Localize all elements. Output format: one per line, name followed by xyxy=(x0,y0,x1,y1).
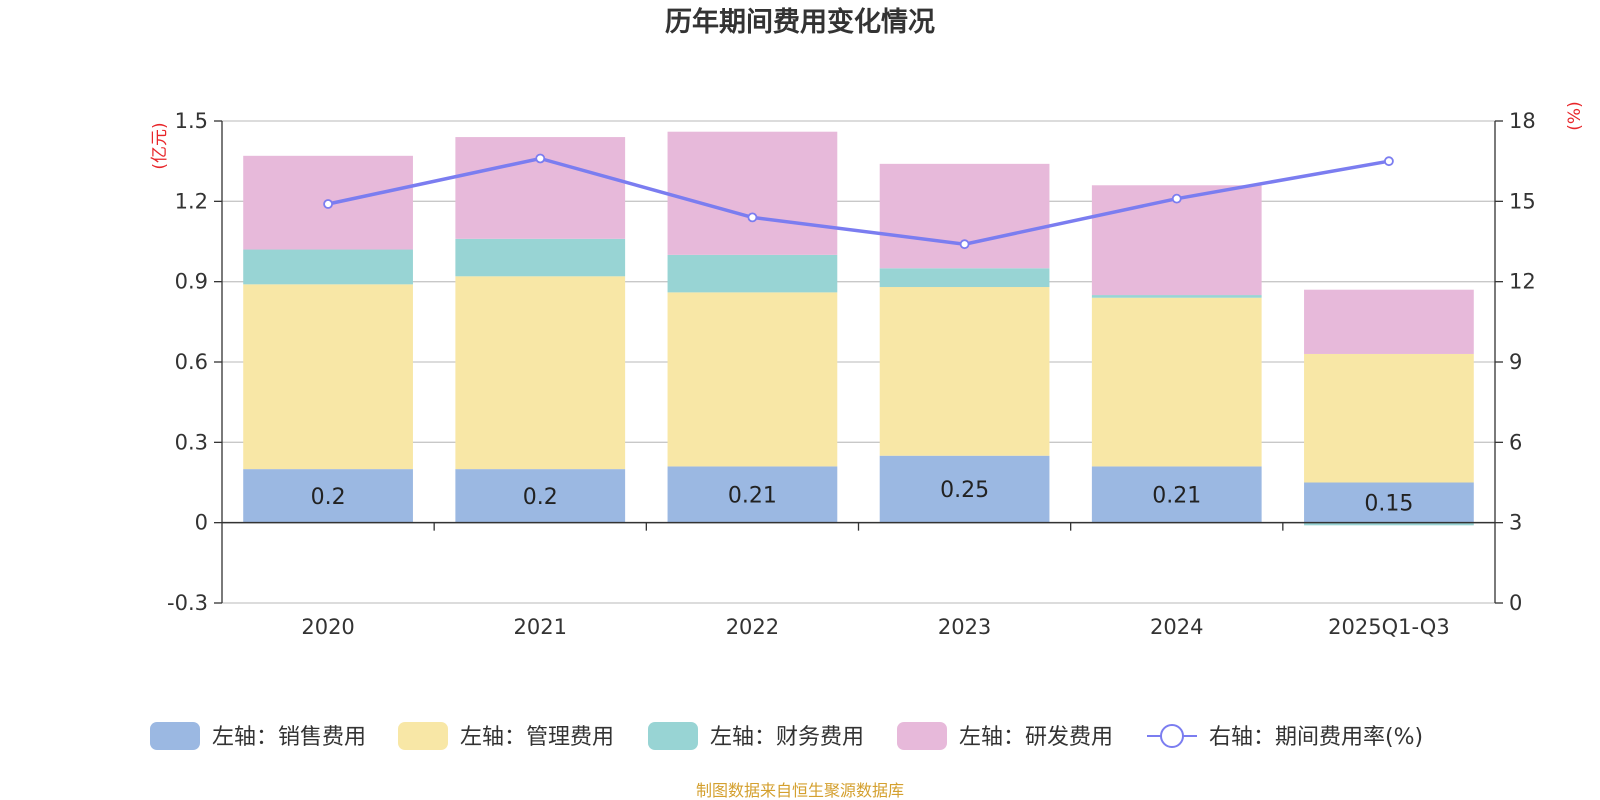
bar-3-2025Q1-Q3 xyxy=(1304,522,1474,526)
category-label: 2021 xyxy=(514,615,567,639)
bar-3-2022 xyxy=(667,254,838,293)
axes: -0.3 0 0.3 0.6 0.9 1.2 1.5 0 3 6 9 12 15 18 2020 2021 20… xyxy=(167,109,1536,639)
rate-point-2023 xyxy=(959,239,970,250)
legend-label-3: 左轴：财务费用 xyxy=(710,725,864,750)
bar-4-2021 xyxy=(455,137,626,239)
rate-polyline xyxy=(327,156,1390,246)
legend-swatch-2 xyxy=(398,722,448,750)
legend-label-2: 左轴：管理费用 xyxy=(460,725,614,750)
bar-4-2022 xyxy=(667,131,838,255)
left-tick-label: 0.3 xyxy=(175,430,208,454)
bar-2-2023 xyxy=(879,287,1050,456)
legend-label-1: 左轴：销售费用 xyxy=(212,725,366,750)
bar-1-2022 xyxy=(667,466,838,523)
bar-data-label: 0.21 xyxy=(1152,484,1201,509)
bar-data-label: 0.15 xyxy=(1364,492,1413,517)
source-note: 制图数据来自恒生聚源数据库 xyxy=(696,781,904,800)
right-tick-label: 12 xyxy=(1509,270,1536,294)
right-tick-label: 9 xyxy=(1509,350,1522,374)
bar-4-2024 xyxy=(1091,185,1262,296)
left-axis-unit: (亿元) xyxy=(150,122,170,169)
bar-2-2020 xyxy=(243,284,413,470)
bar-data-label: 0.2 xyxy=(311,485,346,510)
right-tick-label: 3 xyxy=(1509,511,1522,535)
bar-3-2020 xyxy=(243,249,413,285)
left-tick-label: 1.5 xyxy=(175,109,208,133)
rate-point-2022 xyxy=(747,212,758,223)
left-tick-label: 1.2 xyxy=(175,189,208,213)
legend-label-5: 右轴：期间费用率(%) xyxy=(1209,725,1423,750)
bar-data-label: 0.25 xyxy=(940,478,989,503)
bar-1-2024 xyxy=(1091,466,1262,523)
category-label: 2023 xyxy=(938,615,991,639)
left-tick-label: 0.6 xyxy=(175,350,208,374)
category-label: 2025Q1-Q3 xyxy=(1328,615,1450,639)
right-tick-label: 6 xyxy=(1509,430,1522,454)
legend-swatch-1 xyxy=(150,722,200,750)
bar-2-2022 xyxy=(667,292,838,467)
right-tick-label: 0 xyxy=(1509,591,1522,615)
bar-3-2021 xyxy=(455,238,626,277)
bar-data-label: 0.21 xyxy=(728,484,777,509)
legend-circle-symbol xyxy=(1160,724,1184,748)
bar-1-2020 xyxy=(243,469,413,523)
bar-2-2025Q1-Q3 xyxy=(1304,353,1474,483)
legend-label-4: 左轴：研发费用 xyxy=(959,725,1113,750)
bar-2-2024 xyxy=(1091,297,1262,467)
legend-swatch-4 xyxy=(897,722,947,750)
bar-1-2025Q1-Q3 xyxy=(1304,482,1474,523)
bar-2-2021 xyxy=(455,276,626,470)
rate-point-2025Q1-Q3 xyxy=(1384,156,1394,167)
bar-data-label: 0.2 xyxy=(523,485,558,510)
bar-4-2023 xyxy=(879,163,1050,269)
chart-title: 历年期间费用变化情况 xyxy=(665,6,935,38)
rate-point-2024 xyxy=(1171,193,1182,204)
bar-1-2021 xyxy=(455,469,626,523)
bar-4-2025Q1-Q3 xyxy=(1304,289,1474,354)
rate-line xyxy=(323,153,1394,250)
bars xyxy=(243,131,1474,526)
left-tick-label: -0.3 xyxy=(167,591,208,615)
bar-labels: 0.2 0.2 0.21 0.25 0.21 0.15 xyxy=(311,478,1414,516)
left-tick-label: 0 xyxy=(195,511,208,535)
left-tick-label: 0.9 xyxy=(175,270,208,294)
legend: 左轴：销售费用 左轴：管理费用 左轴：财务费用 左轴：研发费用 右轴：期间费用率(%) xyxy=(150,722,1423,750)
rate-point-2020 xyxy=(323,199,333,209)
legend-swatch-3 xyxy=(648,722,698,750)
category-label: 2020 xyxy=(301,615,354,639)
bar-3-2024 xyxy=(1091,295,1262,298)
right-tick-label: 15 xyxy=(1509,189,1536,213)
right-axis-unit: (%) xyxy=(1565,101,1585,130)
rate-point-2021 xyxy=(535,153,546,164)
bar-1-2023 xyxy=(879,455,1050,523)
category-label: 2024 xyxy=(1150,615,1203,639)
category-label: 2022 xyxy=(726,615,779,639)
bar-3-2023 xyxy=(879,268,1050,288)
right-tick-label: 18 xyxy=(1509,109,1536,133)
